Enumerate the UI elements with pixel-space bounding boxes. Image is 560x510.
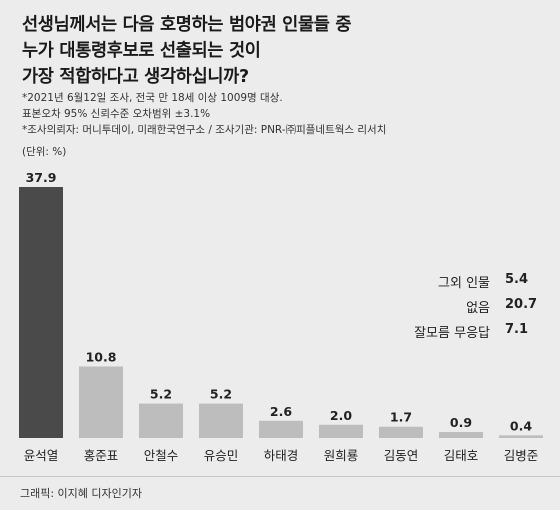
footer: 그래픽: 이지혜 디자인기자	[0, 476, 560, 510]
side-value-other: 5.4	[505, 272, 529, 287]
chart-title: 선생님께서는 다음 호명하는 범야권 인물들 중 누가 대통령후보로 선출되는 …	[22, 12, 542, 90]
category-label: 김태호	[444, 448, 479, 463]
value-label: 0.4	[510, 418, 532, 433]
category-label: 김동연	[384, 448, 419, 463]
bar-chart: 37.9 윤석열 10.8 홍준표 5.2 안철수 5.2 유승민 2.6 하태경 2.0 원희룡 1.…	[19, 170, 543, 463]
value-label: 1.7	[390, 410, 412, 425]
value-label: 0.9	[450, 415, 472, 430]
value-label: 5.2	[210, 387, 232, 402]
bar-유승민	[199, 403, 243, 438]
bar-김병준	[499, 435, 543, 438]
category-label: 윤석열	[24, 448, 59, 463]
survey-notes: *2021년 6월12일 조사, 전국 만 18세 이상 1009명 대상. 표…	[22, 90, 542, 138]
title-line-2: 누가 대통령후보로 선출되는 것이	[22, 41, 261, 61]
category-label: 김병준	[504, 448, 539, 463]
note-line-2: 표본오차 95% 신뢰수준 오차범위 ±3.1%	[22, 108, 211, 120]
note-line-3: *조사의뢰자: 머니투데이, 미래한국연구소 / 조사기관: PNR-㈜피플네트…	[22, 124, 387, 136]
category-label: 안철수	[144, 448, 179, 463]
category-label: 유승민	[204, 448, 239, 463]
side-value-none: 20.7	[505, 297, 538, 312]
value-label: 2.6	[270, 404, 292, 419]
title-line-3: 가장 적합하다고 생각하십니까?	[22, 67, 249, 87]
side-label-none: 없음	[466, 301, 490, 316]
value-label: 2.0	[330, 408, 352, 423]
bar-홍준표	[79, 366, 123, 438]
bar-원희룡	[319, 424, 363, 438]
bar-김태호	[439, 432, 483, 438]
value-label: 5.2	[150, 387, 172, 402]
bar-윤석열	[19, 187, 63, 438]
bar-안철수	[139, 403, 183, 438]
title-line-1: 선생님께서는 다음 호명하는 범야권 인물들 중	[22, 15, 352, 35]
unit-label: (단위: %)	[22, 146, 67, 158]
side-row-none: 없음 20.7	[380, 297, 550, 319]
category-label: 원희룡	[324, 448, 359, 463]
value-label: 37.9	[26, 170, 57, 185]
value-label: 10.8	[86, 349, 117, 364]
bar-김동연	[379, 426, 423, 438]
side-label-other: 그외 인물	[438, 276, 490, 291]
bar-하태경	[259, 420, 303, 438]
category-label: 홍준표	[84, 448, 119, 463]
category-label: 하태경	[264, 448, 299, 463]
side-label-dontknow: 잘모름 무응답	[414, 326, 490, 341]
side-row-dontknow: 잘모름 무응답 7.1	[380, 322, 550, 344]
side-value-dontknow: 7.1	[505, 322, 529, 337]
graphic-credit: 그래픽: 이지혜 디자인기자	[20, 487, 143, 500]
note-line-1: *2021년 6월12일 조사, 전국 만 18세 이상 1009명 대상.	[22, 92, 283, 104]
side-row-other: 그외 인물 5.4	[380, 272, 550, 294]
